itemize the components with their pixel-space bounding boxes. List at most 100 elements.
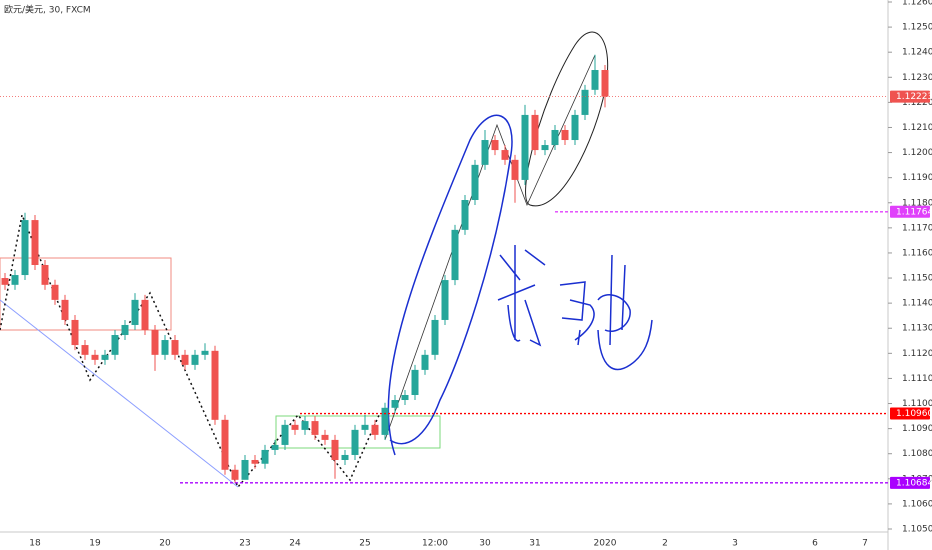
candle-body (331, 439, 339, 460)
candle-body (151, 329, 159, 355)
candle-body (111, 335, 119, 355)
range-box (0, 257, 172, 331)
candle-body (21, 220, 29, 276)
candle-body (281, 424, 289, 445)
candle-body (51, 284, 59, 300)
candle-body (581, 89, 589, 115)
candle-body (501, 150, 509, 160)
candle-body (31, 220, 39, 265)
candle-body (241, 459, 249, 480)
candle-body (471, 164, 479, 201)
candle-body (1, 278, 9, 285)
candle-body (371, 424, 379, 435)
candle-body (231, 469, 239, 480)
x-tick-label: 2020 (594, 539, 617, 549)
y-tick-label: 1.10600 (902, 499, 932, 509)
x-tick-label: 20 (159, 539, 171, 549)
price-badge-label: 1.12223 (896, 92, 932, 102)
candle-body (481, 140, 489, 165)
candle-body (271, 444, 279, 450)
y-tick-label: 1.12100 (902, 123, 932, 133)
candle-body (381, 407, 389, 435)
candle-body (91, 354, 99, 360)
candle-body (71, 319, 79, 346)
y-tick-label: 1.11900 (902, 173, 932, 183)
candle-body (421, 354, 429, 370)
x-tick-label: 19 (89, 539, 101, 549)
handwriting (597, 254, 653, 371)
candle-body (311, 421, 319, 435)
y-tick-label: 1.11500 (902, 274, 932, 284)
y-tick-label: 1.12300 (902, 73, 932, 83)
price-badge-label: 1.10960 (896, 409, 932, 419)
y-tick-label: 1.10900 (902, 424, 932, 434)
candle-body (301, 421, 309, 430)
candle-body (401, 394, 409, 401)
price-badge (890, 90, 930, 103)
x-tick-label: 2 (662, 539, 668, 549)
y-tick-label: 1.11700 (902, 223, 932, 233)
y-tick-label: 1.11000 (902, 399, 932, 409)
price-badge (890, 407, 930, 420)
hand-ellipse (387, 114, 513, 456)
price-badge-label: 1.11764 (896, 207, 932, 217)
y-tick-label: 1.12400 (902, 48, 932, 58)
y-tick-label: 1.12200 (902, 98, 932, 108)
handwriting (497, 245, 546, 347)
candle-body (351, 429, 359, 455)
x-tick-label: 31 (529, 539, 540, 549)
y-tick-label: 1.10500 (902, 525, 932, 535)
x-tick-label: 24 (289, 539, 301, 549)
y-tick-label: 1.11600 (902, 248, 932, 258)
candle-body (191, 354, 199, 365)
candle-body (591, 70, 599, 90)
candle-body (291, 424, 299, 430)
y-tick-label: 1.12000 (902, 148, 932, 158)
candle-body (11, 275, 19, 285)
candle-body (41, 264, 49, 285)
candle-body (61, 299, 69, 320)
x-tick-label: 18 (29, 539, 41, 549)
candle-body (441, 280, 449, 320)
x-tick-label: 25 (359, 539, 370, 549)
candle-body (571, 114, 579, 141)
candle-body (531, 114, 539, 151)
y-tick-label: 1.12600 (902, 0, 932, 8)
candle-body (131, 299, 139, 325)
x-tick-label: 12:00 (422, 539, 448, 549)
candle-body (171, 340, 179, 355)
candle-body (551, 129, 559, 146)
candle-body (201, 350, 209, 355)
candle-body (601, 70, 609, 97)
candle-body (361, 424, 369, 430)
y-tick-label: 1.11100 (902, 374, 932, 384)
candle-body (411, 369, 419, 395)
candle-body (341, 454, 349, 460)
candle-body (321, 434, 329, 440)
candle-body (221, 419, 229, 470)
x-tick-label: 6 (812, 539, 818, 549)
candle-body (431, 319, 439, 355)
candle-body (511, 159, 519, 180)
x-tick-label: 7 (862, 539, 868, 549)
trend-line (0, 299, 239, 488)
candle-body (451, 229, 459, 281)
price-badge (890, 476, 930, 489)
candle-body (141, 299, 149, 330)
candle-body (211, 350, 219, 420)
candle-body (251, 459, 259, 464)
y-tick-label: 1.11200 (902, 349, 932, 359)
candle-body (181, 354, 189, 365)
hand-ellipse (525, 31, 609, 207)
x-tick-label: 3 (732, 539, 738, 549)
price-badge-label: 1.10684 (896, 478, 932, 488)
candle-body (161, 340, 169, 355)
candle-body (491, 140, 499, 151)
x-tick-label: 30 (479, 539, 491, 549)
candle-body (561, 129, 569, 141)
candle-body (121, 324, 129, 336)
y-tick-label: 1.11800 (902, 198, 932, 208)
candle-body (461, 200, 469, 230)
